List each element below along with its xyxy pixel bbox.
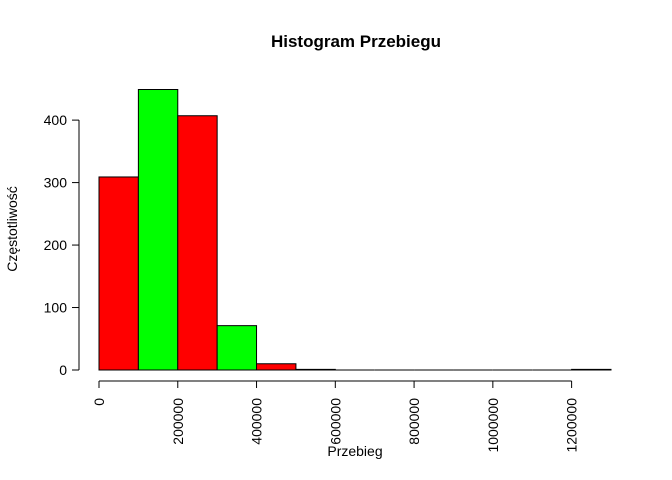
x-tick-label: 1000000 <box>485 398 501 453</box>
chart-title: Histogram Przebiegu <box>271 32 441 51</box>
y-tick-label: 100 <box>44 300 68 316</box>
x-tick-label: 200000 <box>170 398 186 445</box>
x-tick-label: 400000 <box>249 398 265 445</box>
histogram-bar <box>98 176 139 371</box>
y-axis: 0 100 200 300 400 <box>44 112 80 378</box>
x-tick-label: 600000 <box>327 398 343 445</box>
x-axis-label: Przebieg <box>327 443 382 459</box>
y-axis-label: Częstotliwość <box>4 186 20 272</box>
y-tick-label: 300 <box>44 175 68 191</box>
y-tick-label: 200 <box>44 237 68 253</box>
y-tick-label: 0 <box>59 362 67 378</box>
histogram-bar <box>216 325 258 371</box>
x-tick-label: 800000 <box>406 398 422 445</box>
histogram-bars <box>98 89 612 371</box>
histogram-bar <box>295 368 336 371</box>
histogram-bar <box>177 115 218 371</box>
y-tick-label: 400 <box>44 112 68 128</box>
histogram-bar <box>256 363 297 371</box>
histogram-bar <box>571 368 612 371</box>
x-axis: 0 200000 400000 600000 800000 1000000 1200000 <box>91 380 580 453</box>
x-tick-label: 0 <box>91 398 107 406</box>
x-tick-label: 1200000 <box>564 398 580 453</box>
histogram-bar <box>137 89 179 371</box>
